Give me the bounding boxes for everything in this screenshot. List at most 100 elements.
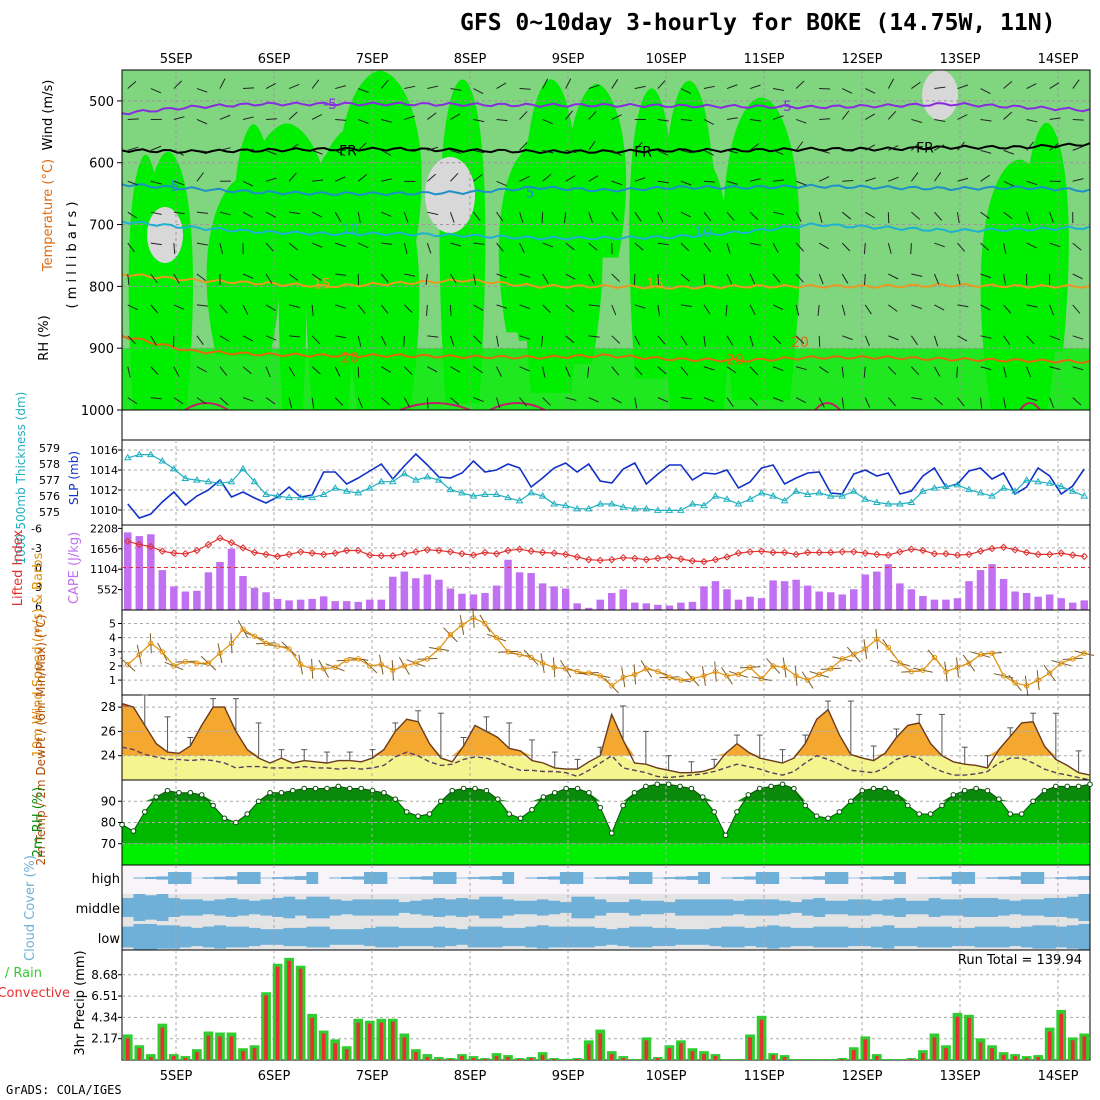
lifted-index-point: [469, 551, 478, 559]
lifted-index-point: [631, 554, 639, 563]
rh-point: [802, 802, 809, 809]
wind-barb: [1026, 397, 1038, 401]
rh-point: [312, 785, 319, 792]
cloud-bar-middle: [951, 899, 964, 916]
cloud-bar-high: [502, 872, 515, 884]
isotherm-FR: [121, 142, 1091, 155]
wind-speed-point: [966, 660, 972, 666]
cape-bar: [573, 603, 581, 610]
wind-barb: [473, 335, 482, 344]
rh-point: [631, 789, 638, 796]
wind-barb: [842, 179, 854, 182]
precip-convective-bar: [621, 1058, 626, 1060]
rh-point: [1041, 787, 1048, 794]
y-tick-label: 3: [109, 646, 116, 659]
rh-point: [335, 783, 342, 790]
cloud-bar-middle: [364, 899, 376, 916]
isotherm--5: [121, 101, 1091, 116]
wind-barb: [196, 242, 208, 246]
wind-barb: [1072, 79, 1080, 89]
wind-barb: [450, 273, 457, 284]
wind-barb: [634, 304, 646, 309]
slp-line: [127, 452, 1085, 519]
precip-convective-bar: [183, 1058, 188, 1060]
rh-fill: [122, 784, 1090, 844]
wind-barb: [1003, 111, 1013, 120]
rh-point: [620, 802, 626, 809]
wind-barb: [449, 335, 455, 347]
wind-barb: [288, 242, 299, 251]
cape-bar: [1045, 594, 1054, 610]
cloud-bar-high: [1032, 872, 1045, 884]
precip-convective-bar: [506, 1057, 510, 1060]
lifted-index-point: [850, 548, 858, 556]
lifted-index-point: [216, 534, 224, 542]
wind-barb: [911, 211, 921, 220]
wind-barb: [772, 273, 781, 283]
wind-barb: [219, 366, 228, 376]
wind-speed-point: [943, 668, 949, 675]
wind-barb: [749, 242, 761, 246]
wind-barb: [242, 304, 249, 315]
wind-barb: [680, 180, 692, 186]
thickness-point: [388, 477, 397, 485]
wind-barb: [427, 173, 437, 182]
cloud-bar-middle: [490, 896, 503, 919]
cloud-bar-low: [375, 926, 388, 948]
precip-convective-bar: [172, 1056, 176, 1060]
wind-speed-point: [528, 654, 534, 661]
lifted-index-point: [354, 546, 362, 555]
cloud-bar-low: [214, 925, 227, 949]
wind-barb: [611, 304, 617, 316]
cloud-bar-high: [225, 876, 238, 880]
wind-barb: [266, 118, 278, 120]
wind-barb: [634, 211, 642, 222]
rh-point: [164, 787, 171, 794]
cape-bar: [481, 593, 489, 610]
cape-bar: [216, 561, 224, 610]
lifted-index-point: [815, 548, 823, 557]
wind-barb: [726, 149, 738, 154]
wind-barb: [703, 304, 711, 315]
cape-bar: [746, 596, 754, 610]
rh-point: [961, 787, 968, 794]
cloud-bar-high: [767, 872, 780, 884]
wind-barb: [911, 273, 923, 277]
wind-barb: [956, 366, 958, 378]
wind-speed-point: [217, 650, 223, 656]
cloud-bar-low: [502, 927, 515, 947]
wind-barb: [427, 335, 439, 338]
rh-point: [870, 785, 877, 792]
thickness-point: [1080, 492, 1089, 499]
lifted-index-point: [239, 544, 247, 552]
cloud-bar-low: [168, 925, 180, 949]
lifted-index-point: [331, 549, 339, 557]
precip-convective-bar: [598, 1033, 603, 1060]
cloud-bar-middle: [778, 900, 791, 915]
contour-label: 15: [313, 276, 331, 292]
wind-barb: [887, 366, 897, 375]
y-tick-label: 2: [109, 660, 116, 673]
wind-speed-point: [286, 646, 292, 652]
cape-bar: [504, 559, 512, 610]
y-tick-label: 1000: [81, 404, 114, 419]
wind-barb: [934, 304, 945, 311]
upper-air-panel: -5 -5 FR FR FR 5 5 10 10 15 15 20 20 20 500 600 700 800 90…: [81, 69, 1091, 441]
cloud-bar-low: [444, 927, 457, 947]
cloud-bar-high: [133, 877, 146, 879]
wind-barb: [588, 141, 596, 151]
wind-speed-point: [977, 651, 984, 658]
cloud-bar-low: [202, 926, 215, 948]
wind-speed-point: [551, 664, 557, 671]
cloud-bar-high: [364, 872, 376, 884]
precip-convective-bar: [529, 1058, 533, 1060]
thickness-point: [538, 492, 547, 499]
rh-point: [1030, 798, 1036, 805]
precip-convective-bar: [483, 1059, 487, 1060]
isotherm-25: [184, 402, 229, 411]
cloud-bar-middle: [997, 899, 1010, 916]
wind-barb: [980, 242, 990, 251]
lifted-index-point: [1022, 548, 1031, 557]
wind-barb: [703, 242, 712, 253]
isotherm-5: [121, 183, 1091, 197]
